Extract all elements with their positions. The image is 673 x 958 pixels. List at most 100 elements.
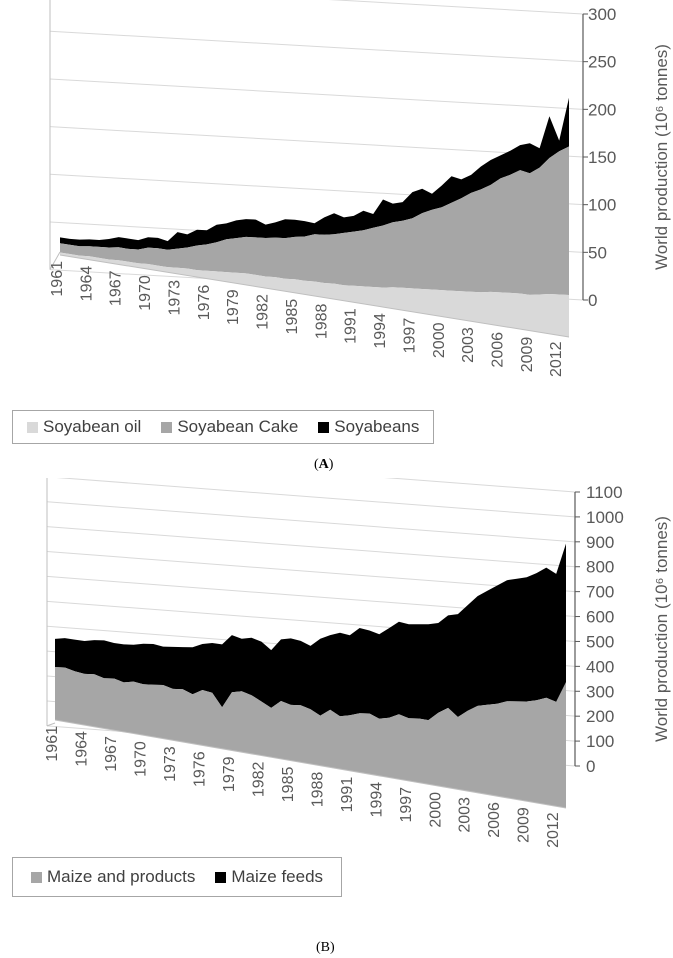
x-tick-label: 2003 bbox=[457, 797, 474, 833]
legend-swatch-soyabean-oil bbox=[27, 421, 38, 433]
area-soyabean-oil bbox=[60, 252, 569, 337]
y-tick-label: 600 bbox=[586, 608, 614, 627]
x-tick-label: 2009 bbox=[516, 807, 533, 843]
x-tick-label: 1967 bbox=[108, 270, 125, 306]
x-tick-label: 1982 bbox=[255, 294, 272, 330]
y-tick-label: 250 bbox=[588, 53, 616, 72]
x-tick-label: 1973 bbox=[166, 280, 183, 316]
gridline bbox=[384, 478, 576, 493]
legend-label: Soyabean oil bbox=[43, 417, 142, 436]
x-tick-label: 2000 bbox=[427, 792, 444, 828]
y-tick-label: 400 bbox=[586, 657, 614, 676]
legend-item-maize-products: Maize and products bbox=[31, 867, 195, 887]
x-tick-label: 1991 bbox=[339, 777, 356, 813]
x-tick-label: 2009 bbox=[519, 337, 536, 373]
y-axis: 0 50 100 150 200 250 300 bbox=[583, 5, 616, 310]
x-tick-label: 1979 bbox=[221, 756, 238, 792]
legend-b: Maize and products Maize feeds bbox=[12, 857, 343, 897]
x-tick-label: 1988 bbox=[313, 303, 330, 339]
gridline bbox=[46, 501, 576, 543]
y-tick-label: 1100 bbox=[586, 483, 623, 502]
x-tick-label: 1988 bbox=[309, 772, 326, 808]
y-tick-label: 100 bbox=[586, 732, 614, 751]
legend-item-maize-feeds: Maize feeds bbox=[215, 867, 323, 887]
x-tick-label: 2006 bbox=[486, 802, 503, 838]
x-tick-label: 1991 bbox=[343, 308, 360, 344]
depth-edge bbox=[46, 722, 56, 727]
x-tick-label: 2003 bbox=[460, 327, 477, 363]
y-tick-label: 800 bbox=[586, 558, 614, 577]
gridline bbox=[49, 126, 584, 158]
gridline bbox=[49, 30, 584, 63]
legend-swatch-maize-feeds bbox=[215, 871, 227, 883]
x-tick-label: 1994 bbox=[368, 782, 385, 818]
gridline bbox=[46, 551, 576, 593]
floor-line bbox=[54, 719, 567, 809]
y-tick-label: 500 bbox=[586, 632, 614, 651]
y-axis: 0 100 200 300 400 500 600 700 800 900 1000 1100 bbox=[575, 483, 624, 776]
legend-label: Soyabeans bbox=[334, 417, 420, 436]
x-tick-label: 1976 bbox=[191, 751, 208, 787]
area-soyabean-cake bbox=[60, 146, 569, 295]
x-tick-label: 1997 bbox=[401, 318, 418, 354]
gridline bbox=[328, 0, 584, 15]
legend-swatch-maize-products bbox=[31, 871, 42, 883]
y-tick-label: 700 bbox=[586, 583, 614, 602]
floor-line bbox=[59, 254, 570, 338]
area-maize-and-products bbox=[55, 667, 566, 808]
legend-item-soyabean-oil: Soyabean oil bbox=[27, 417, 141, 437]
x-tick-label: 1982 bbox=[250, 761, 267, 797]
area-series-group bbox=[60, 97, 569, 337]
x-tick-label: 1985 bbox=[280, 767, 297, 803]
x-tick-label: 1979 bbox=[225, 289, 242, 325]
y-tick-label: 50 bbox=[588, 243, 607, 262]
legend-swatch-soyabeans bbox=[318, 421, 330, 433]
y-tick-label: 200 bbox=[586, 707, 614, 726]
caption-b: (B) bbox=[316, 940, 335, 955]
caption-a: (A) bbox=[314, 457, 334, 472]
y-axis-title: World production (10⁶ tonnes) bbox=[652, 516, 671, 742]
legend-label: Maize feeds bbox=[231, 867, 324, 886]
chart-panel-b: 0 100 200 300 400 500 600 700 800 900 1000 1100 Worl… bbox=[0, 478, 673, 958]
x-tick-label: 1997 bbox=[398, 787, 415, 823]
area-maize-feeds bbox=[55, 543, 566, 721]
x-tick-label: 1976 bbox=[196, 285, 213, 321]
legend-label: Soyabean Cake bbox=[177, 417, 299, 436]
y-tick-label: 1000 bbox=[586, 508, 624, 527]
x-tick-label: 1967 bbox=[103, 736, 120, 772]
x-axis: 1961 1964 1967 1970 1973 1976 1979 1982 1985 1988… bbox=[49, 261, 565, 377]
y-tick-label: 900 bbox=[586, 533, 614, 552]
y-tick-label: 300 bbox=[588, 5, 616, 24]
gridlines bbox=[49, 0, 584, 301]
chart-a-svg: 0 50 100 150 200 250 300 World production (10⁶ … bbox=[49, 0, 671, 377]
x-tick-label: 1961 bbox=[49, 261, 66, 297]
x-tick-label: 1994 bbox=[372, 313, 389, 349]
y-tick-label: 150 bbox=[588, 148, 616, 167]
x-tick-label: 1970 bbox=[132, 741, 149, 777]
x-tick-label: 2000 bbox=[431, 322, 448, 358]
legend-swatch-soyabean-cake bbox=[161, 421, 173, 433]
chart-b-svg: 0 100 200 300 400 500 600 700 800 900 1000 1100 Worl… bbox=[44, 478, 671, 848]
legend-item-soyabean-cake: Soyabean Cake bbox=[161, 417, 298, 437]
gridline bbox=[49, 78, 584, 110]
legend-a: Soyabean oil Soyabean Cake Soyabeans bbox=[12, 410, 435, 444]
x-tick-label: 1970 bbox=[137, 275, 154, 311]
x-tick-label: 2006 bbox=[489, 332, 506, 368]
chart-panel-a: 0 50 100 150 200 250 300 World production (10⁶ … bbox=[0, 0, 673, 472]
legend-label: Maize and products bbox=[47, 867, 196, 886]
x-tick-label: 1985 bbox=[284, 299, 301, 335]
gridline bbox=[46, 526, 576, 568]
x-tick-label: 1973 bbox=[162, 746, 179, 782]
area-series-group bbox=[55, 543, 566, 808]
depth-edge bbox=[49, 251, 61, 270]
y-tick-label: 0 bbox=[588, 291, 597, 310]
gridline bbox=[56, 478, 576, 518]
y-tick-label: 300 bbox=[586, 682, 614, 701]
y-axis-title: World production (10⁶ tonnes) bbox=[652, 44, 671, 270]
y-tick-label: 100 bbox=[588, 196, 616, 215]
y-tick-label: 200 bbox=[588, 100, 616, 119]
legend-item-soyabeans: Soyabeans bbox=[318, 417, 419, 437]
x-tick-label: 1964 bbox=[73, 731, 90, 767]
x-tick-label: 1961 bbox=[44, 726, 61, 762]
x-axis: 1961 1964 1967 1970 1973 1976 1979 1982 1985 1988… bbox=[44, 726, 562, 848]
